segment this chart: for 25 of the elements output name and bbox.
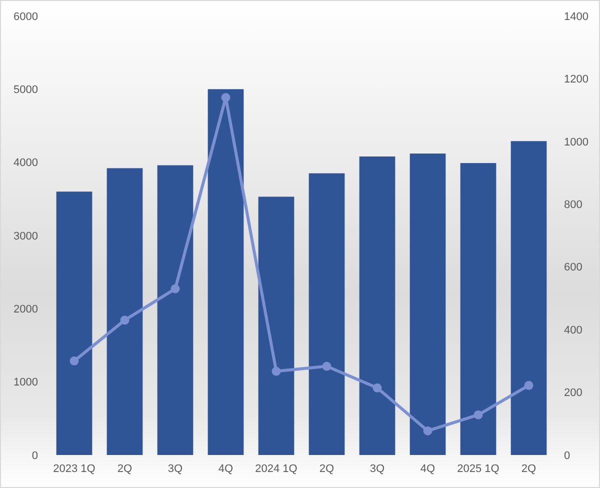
y-tick-label: 1000 [14, 376, 38, 389]
y2-tick-label: 1000 [564, 136, 588, 148]
x-tick-label: 2Q [319, 463, 335, 475]
x-tick-label: 2Q [117, 463, 133, 475]
y-tick-label: 5000 [14, 84, 38, 96]
x-tick-label: 4Q [420, 463, 436, 475]
x-tick-label: 2024 1Q [255, 463, 298, 475]
x-tick-label: 2Q [521, 463, 537, 475]
y2-tick-label: 0 [564, 450, 570, 462]
y-tick-label: 0 [32, 450, 38, 462]
y-tick-label: 6000 [14, 10, 38, 23]
y2-tick-label: 400 [564, 324, 582, 336]
y-tick-label: 4000 [14, 157, 38, 170]
x-tick-label: 2025 1Q [457, 463, 500, 475]
y2-tick-label: 200 [564, 387, 582, 400]
y2-tick-label: 1400 [564, 10, 588, 23]
x-tick-label: 3Q [370, 463, 386, 475]
y2-tick-label: 600 [564, 262, 582, 274]
y2-tick-label: 800 [564, 198, 582, 211]
y-tick-label: 2000 [14, 304, 38, 316]
y-tick-label: 3000 [14, 230, 38, 242]
x-tick-label: 3Q [168, 463, 184, 475]
y2-tick-label: 1200 [564, 74, 588, 86]
x-tick-label: 4Q [218, 463, 234, 475]
x-tick-label: 2023 1Q [53, 463, 96, 475]
